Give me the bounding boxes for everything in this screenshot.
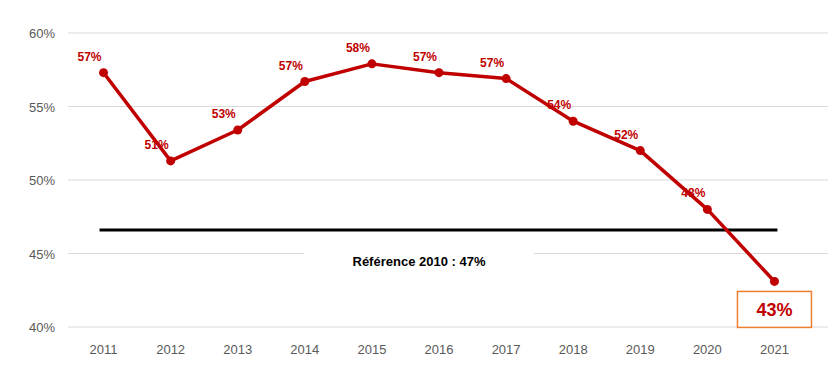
x-tick-label: 2016	[425, 342, 454, 357]
marker	[233, 126, 242, 135]
y-tick-label: 55%	[29, 100, 55, 115]
marker	[569, 117, 578, 126]
data-label: 43%	[756, 300, 792, 320]
reference-label: Référence 2010 : 47%	[353, 254, 486, 269]
data-label: 58%	[346, 41, 370, 55]
data-label: 57%	[480, 56, 504, 70]
data-label: 54%	[547, 98, 571, 112]
y-tick-label: 60%	[29, 26, 55, 41]
x-tick-label: 2019	[626, 342, 655, 357]
marker	[435, 68, 444, 77]
data-label: 53%	[212, 107, 236, 121]
data-label: 51%	[145, 138, 169, 152]
x-tick-label: 2020	[693, 342, 722, 357]
x-tick-label: 2012	[156, 342, 185, 357]
grid-line	[68, 180, 828, 181]
x-tick-label: 2017	[492, 342, 521, 357]
x-tick-label: 2021	[760, 342, 789, 357]
reference-line	[100, 228, 778, 231]
x-tick-label: 2018	[559, 342, 588, 357]
data-label: 57%	[78, 50, 102, 64]
data-label: 52%	[614, 128, 638, 142]
x-tick-label: 2014	[290, 342, 319, 357]
x-tick-label: 2015	[357, 342, 386, 357]
x-tick-label: 2011	[90, 342, 118, 357]
grid-line	[68, 327, 828, 328]
data-label: 57%	[413, 50, 437, 64]
marker	[300, 77, 309, 86]
y-tick-label: 50%	[29, 173, 55, 188]
reference-label-bg	[304, 250, 534, 272]
marker	[636, 146, 645, 155]
marker	[99, 68, 108, 77]
marker	[166, 156, 175, 165]
series	[99, 59, 779, 286]
grid-line	[68, 106, 828, 107]
grid-line	[68, 33, 828, 34]
y-tick-label: 45%	[29, 247, 55, 262]
line	[104, 64, 775, 282]
marker	[502, 74, 511, 83]
data-label: 57%	[279, 59, 303, 73]
y-tick-label: 40%	[29, 320, 55, 335]
marker	[703, 205, 712, 214]
highlight-box	[737, 291, 811, 327]
data-label: 48%	[681, 186, 705, 200]
x-tick-label: 2013	[223, 342, 252, 357]
marker	[770, 277, 779, 286]
marker	[367, 59, 376, 68]
chart: 40% 45% 50% 55% 60% 2011 2012 2013 2014 2015 2016 2…	[0, 0, 837, 366]
